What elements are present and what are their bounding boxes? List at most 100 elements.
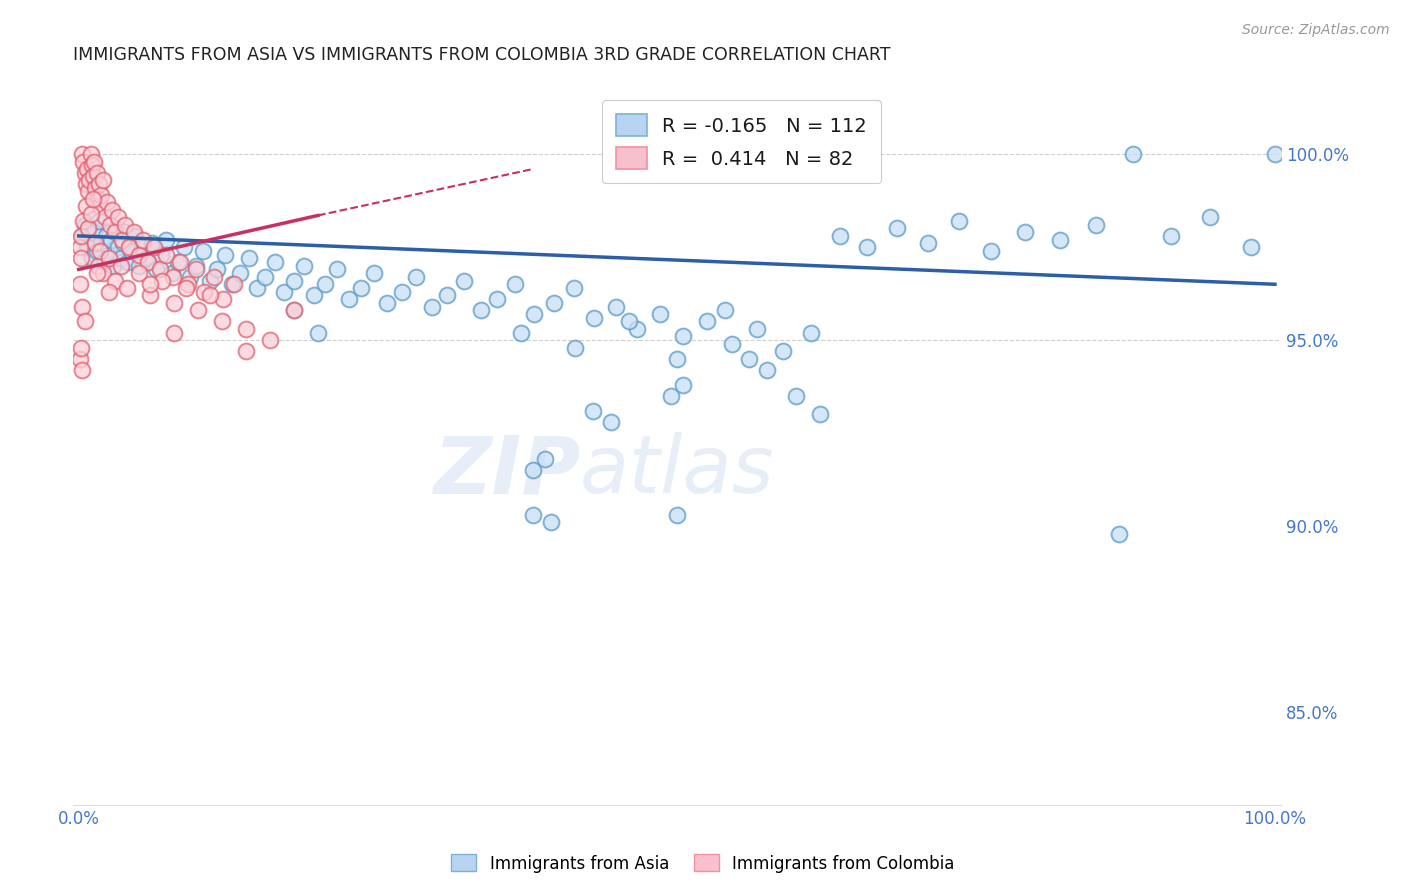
Point xyxy=(391,285,413,299)
Point xyxy=(326,262,349,277)
Point xyxy=(540,516,562,530)
Point xyxy=(696,314,718,328)
Point xyxy=(176,281,198,295)
Point xyxy=(76,161,98,176)
Point xyxy=(980,244,1002,258)
Point xyxy=(436,288,458,302)
Point xyxy=(114,218,136,232)
Point xyxy=(283,303,305,318)
Point xyxy=(785,389,807,403)
Point xyxy=(76,240,98,254)
Point xyxy=(721,336,744,351)
Point xyxy=(582,403,605,417)
Point xyxy=(70,341,93,355)
Point xyxy=(128,266,150,280)
Point xyxy=(97,285,120,299)
Point xyxy=(155,247,177,261)
Point xyxy=(254,269,277,284)
Point xyxy=(420,300,443,314)
Point xyxy=(124,228,146,243)
Point xyxy=(86,166,108,180)
Point xyxy=(79,206,101,220)
Point xyxy=(1108,526,1130,541)
Point xyxy=(79,221,101,235)
Point xyxy=(184,262,207,277)
Point xyxy=(522,508,544,522)
Point xyxy=(917,236,939,251)
Point xyxy=(139,288,162,302)
Text: ZIP: ZIP xyxy=(433,433,581,510)
Point xyxy=(139,277,162,292)
Point xyxy=(77,221,100,235)
Point xyxy=(264,255,287,269)
Point xyxy=(184,259,207,273)
Point xyxy=(89,199,111,213)
Point xyxy=(141,236,163,251)
Point xyxy=(75,177,97,191)
Legend: Immigrants from Asia, Immigrants from Colombia: Immigrants from Asia, Immigrants from Co… xyxy=(444,847,962,880)
Point xyxy=(672,377,695,392)
Point xyxy=(131,240,153,254)
Point xyxy=(117,255,139,269)
Point xyxy=(772,344,794,359)
Point xyxy=(118,240,141,254)
Point xyxy=(307,326,329,340)
Point xyxy=(84,236,107,251)
Point xyxy=(211,314,233,328)
Point xyxy=(104,274,127,288)
Point xyxy=(96,228,118,243)
Point xyxy=(1240,240,1263,254)
Point xyxy=(221,277,243,292)
Point xyxy=(69,240,91,254)
Point xyxy=(235,344,257,359)
Point xyxy=(246,281,269,295)
Point xyxy=(132,233,155,247)
Point xyxy=(713,303,735,318)
Point xyxy=(193,285,215,299)
Point xyxy=(176,277,198,292)
Point xyxy=(90,236,112,251)
Point xyxy=(828,228,851,243)
Point xyxy=(104,221,127,235)
Point xyxy=(273,285,295,299)
Point xyxy=(103,259,125,273)
Point xyxy=(292,259,315,273)
Point xyxy=(143,240,166,254)
Point xyxy=(91,266,114,280)
Point xyxy=(1122,147,1144,161)
Point xyxy=(136,255,159,269)
Point xyxy=(80,158,103,172)
Text: Source: ZipAtlas.com: Source: ZipAtlas.com xyxy=(1241,23,1389,37)
Point xyxy=(562,281,585,295)
Point xyxy=(90,188,112,202)
Point xyxy=(800,326,823,340)
Point xyxy=(314,277,336,292)
Point xyxy=(70,228,93,243)
Text: atlas: atlas xyxy=(581,433,775,510)
Point xyxy=(337,292,360,306)
Text: IMMIGRANTS FROM ASIA VS IMMIGRANTS FROM COLOMBIA 3RD GRADE CORRELATION CHART: IMMIGRANTS FROM ASIA VS IMMIGRANTS FROM … xyxy=(73,46,890,64)
Point xyxy=(160,266,183,280)
Point xyxy=(1014,225,1036,239)
Point xyxy=(75,199,97,213)
Point xyxy=(94,211,117,225)
Point xyxy=(1049,233,1071,247)
Point xyxy=(405,269,427,284)
Point xyxy=(73,314,96,328)
Point xyxy=(107,240,129,254)
Point xyxy=(510,326,533,340)
Point xyxy=(304,288,326,302)
Point xyxy=(375,296,398,310)
Point xyxy=(110,259,132,273)
Point xyxy=(80,251,103,265)
Point xyxy=(948,214,970,228)
Point xyxy=(72,147,94,161)
Point xyxy=(115,281,138,295)
Point xyxy=(72,300,94,314)
Point xyxy=(69,277,91,292)
Point xyxy=(600,415,623,429)
Point xyxy=(363,266,385,280)
Point xyxy=(163,326,186,340)
Point xyxy=(135,251,157,265)
Point xyxy=(238,251,260,265)
